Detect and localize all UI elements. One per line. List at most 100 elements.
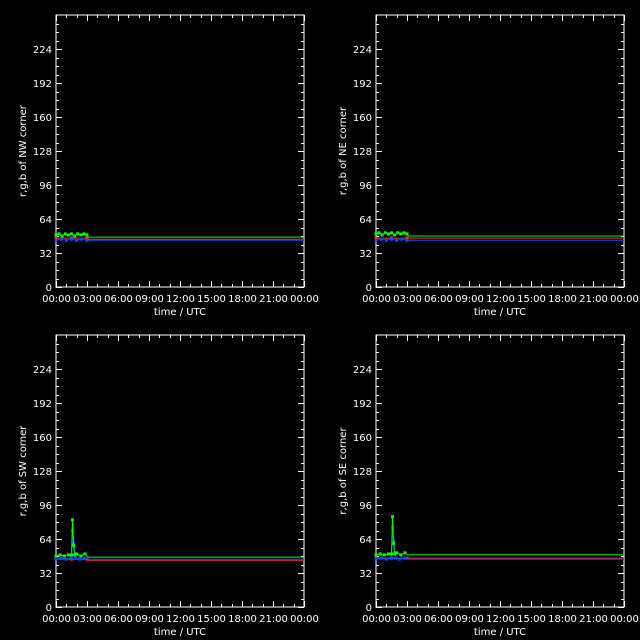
series-green-point [57, 232, 61, 236]
x-tick-label: 21:00 [259, 294, 288, 305]
series-green-point [73, 553, 77, 557]
y-tick-label: 96 [39, 181, 52, 192]
x-tick-label: 21:00 [259, 614, 288, 625]
series-blue-point [54, 238, 58, 242]
y-axis-label: r,g,b of SW corner [18, 425, 29, 517]
series-green-point [405, 232, 409, 236]
x-tick-label: 00:00 [610, 614, 639, 625]
series-red-line [56, 237, 304, 240]
series-blue-point [85, 238, 89, 242]
x-tick-label: 09:00 [135, 614, 164, 625]
x-tick-label: 12:00 [166, 614, 195, 625]
series-green-point [75, 552, 79, 556]
y-tick-label: 160 [33, 113, 52, 124]
x-tick-label: 15:00 [517, 614, 546, 625]
series-blue-point [59, 237, 63, 241]
x-tick-label: 00:00 [42, 614, 71, 625]
series-green-point [85, 233, 89, 237]
series-blue-point [70, 237, 73, 241]
series-green-point [60, 234, 64, 238]
series-green-point [380, 233, 384, 237]
y-tick-label: 224 [353, 365, 372, 376]
series-blue-point [379, 556, 383, 560]
y-tick-label: 224 [353, 45, 372, 56]
series-green-point [63, 232, 67, 236]
x-tick-label: 03:00 [393, 294, 422, 305]
y-tick-label: 192 [33, 399, 52, 410]
x-tick-label: 03:00 [393, 614, 422, 625]
x-axis-label: time / UTC [154, 627, 206, 638]
y-tick-label: 64 [359, 535, 372, 546]
y-tick-label: 64 [359, 215, 372, 226]
y-tick-label: 32 [359, 569, 372, 580]
x-tick-label: 00:00 [610, 294, 639, 305]
y-tick-label: 0 [366, 283, 372, 294]
series-green-point [395, 551, 399, 555]
series-red-point [85, 236, 89, 240]
plot-frame [375, 14, 625, 288]
series-blue-point [400, 237, 404, 241]
series-green-point [403, 551, 407, 555]
y-tick-label: 192 [353, 79, 372, 90]
series-blue-point [78, 557, 82, 561]
series-green-point [83, 552, 87, 556]
series-blue-point [379, 237, 383, 241]
y-tick-label: 192 [33, 79, 52, 90]
series-green-point [390, 231, 393, 235]
series-blue-point [80, 237, 84, 241]
x-axis-label: time / UTC [154, 307, 206, 318]
series-blue-line [55, 530, 304, 560]
series-blue-point [395, 238, 399, 242]
series-blue-point [64, 557, 68, 561]
series-green-point [386, 552, 390, 556]
series-green-point [54, 233, 58, 237]
x-tick-label: 12:00 [486, 294, 515, 305]
series-green-point [70, 232, 73, 236]
x-tick-label: 21:00 [579, 294, 608, 305]
x-tick-label: 00:00 [290, 614, 319, 625]
series-green-point [392, 541, 396, 545]
series-blue-point [64, 238, 68, 242]
series-blue-point [374, 557, 378, 561]
series-green-point [374, 553, 378, 557]
x-tick-label: 09:00 [455, 294, 484, 305]
x-axis-label: time / UTC [474, 307, 526, 318]
series-green-line [55, 519, 304, 558]
series-blue-line [55, 238, 304, 241]
y-tick-label: 224 [33, 365, 52, 376]
plot-frame [55, 334, 305, 608]
series-green-point [58, 553, 62, 557]
x-tick-label: 18:00 [228, 294, 257, 305]
series-red-point [374, 236, 378, 240]
x-tick-label: 18:00 [228, 614, 257, 625]
series-blue-point [74, 556, 78, 560]
series-green-point [71, 518, 74, 522]
series-blue-line [375, 238, 624, 241]
series-blue-point [384, 238, 388, 242]
y-tick-label: 0 [46, 283, 52, 294]
x-axis-label: time / UTC [474, 627, 526, 638]
x-tick-label: 06:00 [104, 294, 133, 305]
plot-frame [55, 14, 305, 288]
series-blue-point [374, 238, 378, 242]
series-blue-point [405, 238, 409, 242]
series-red-point [54, 236, 58, 240]
series-blue-point [384, 557, 388, 561]
x-tick-label: 03:00 [73, 614, 102, 625]
x-tick-label: 18:00 [548, 294, 577, 305]
series-green-point [76, 232, 80, 236]
series-red-point [405, 236, 409, 240]
series-blue-point [394, 556, 398, 560]
y-tick-label: 192 [353, 399, 372, 410]
x-tick-label: 15:00 [197, 614, 226, 625]
series-green-point [382, 553, 386, 557]
y-tick-label: 160 [353, 433, 372, 444]
series-green-point [399, 232, 403, 236]
y-tick-label: 128 [353, 147, 372, 158]
y-tick-label: 64 [39, 535, 52, 546]
y-tick-label: 224 [33, 45, 52, 56]
x-tick-label: 15:00 [517, 294, 546, 305]
